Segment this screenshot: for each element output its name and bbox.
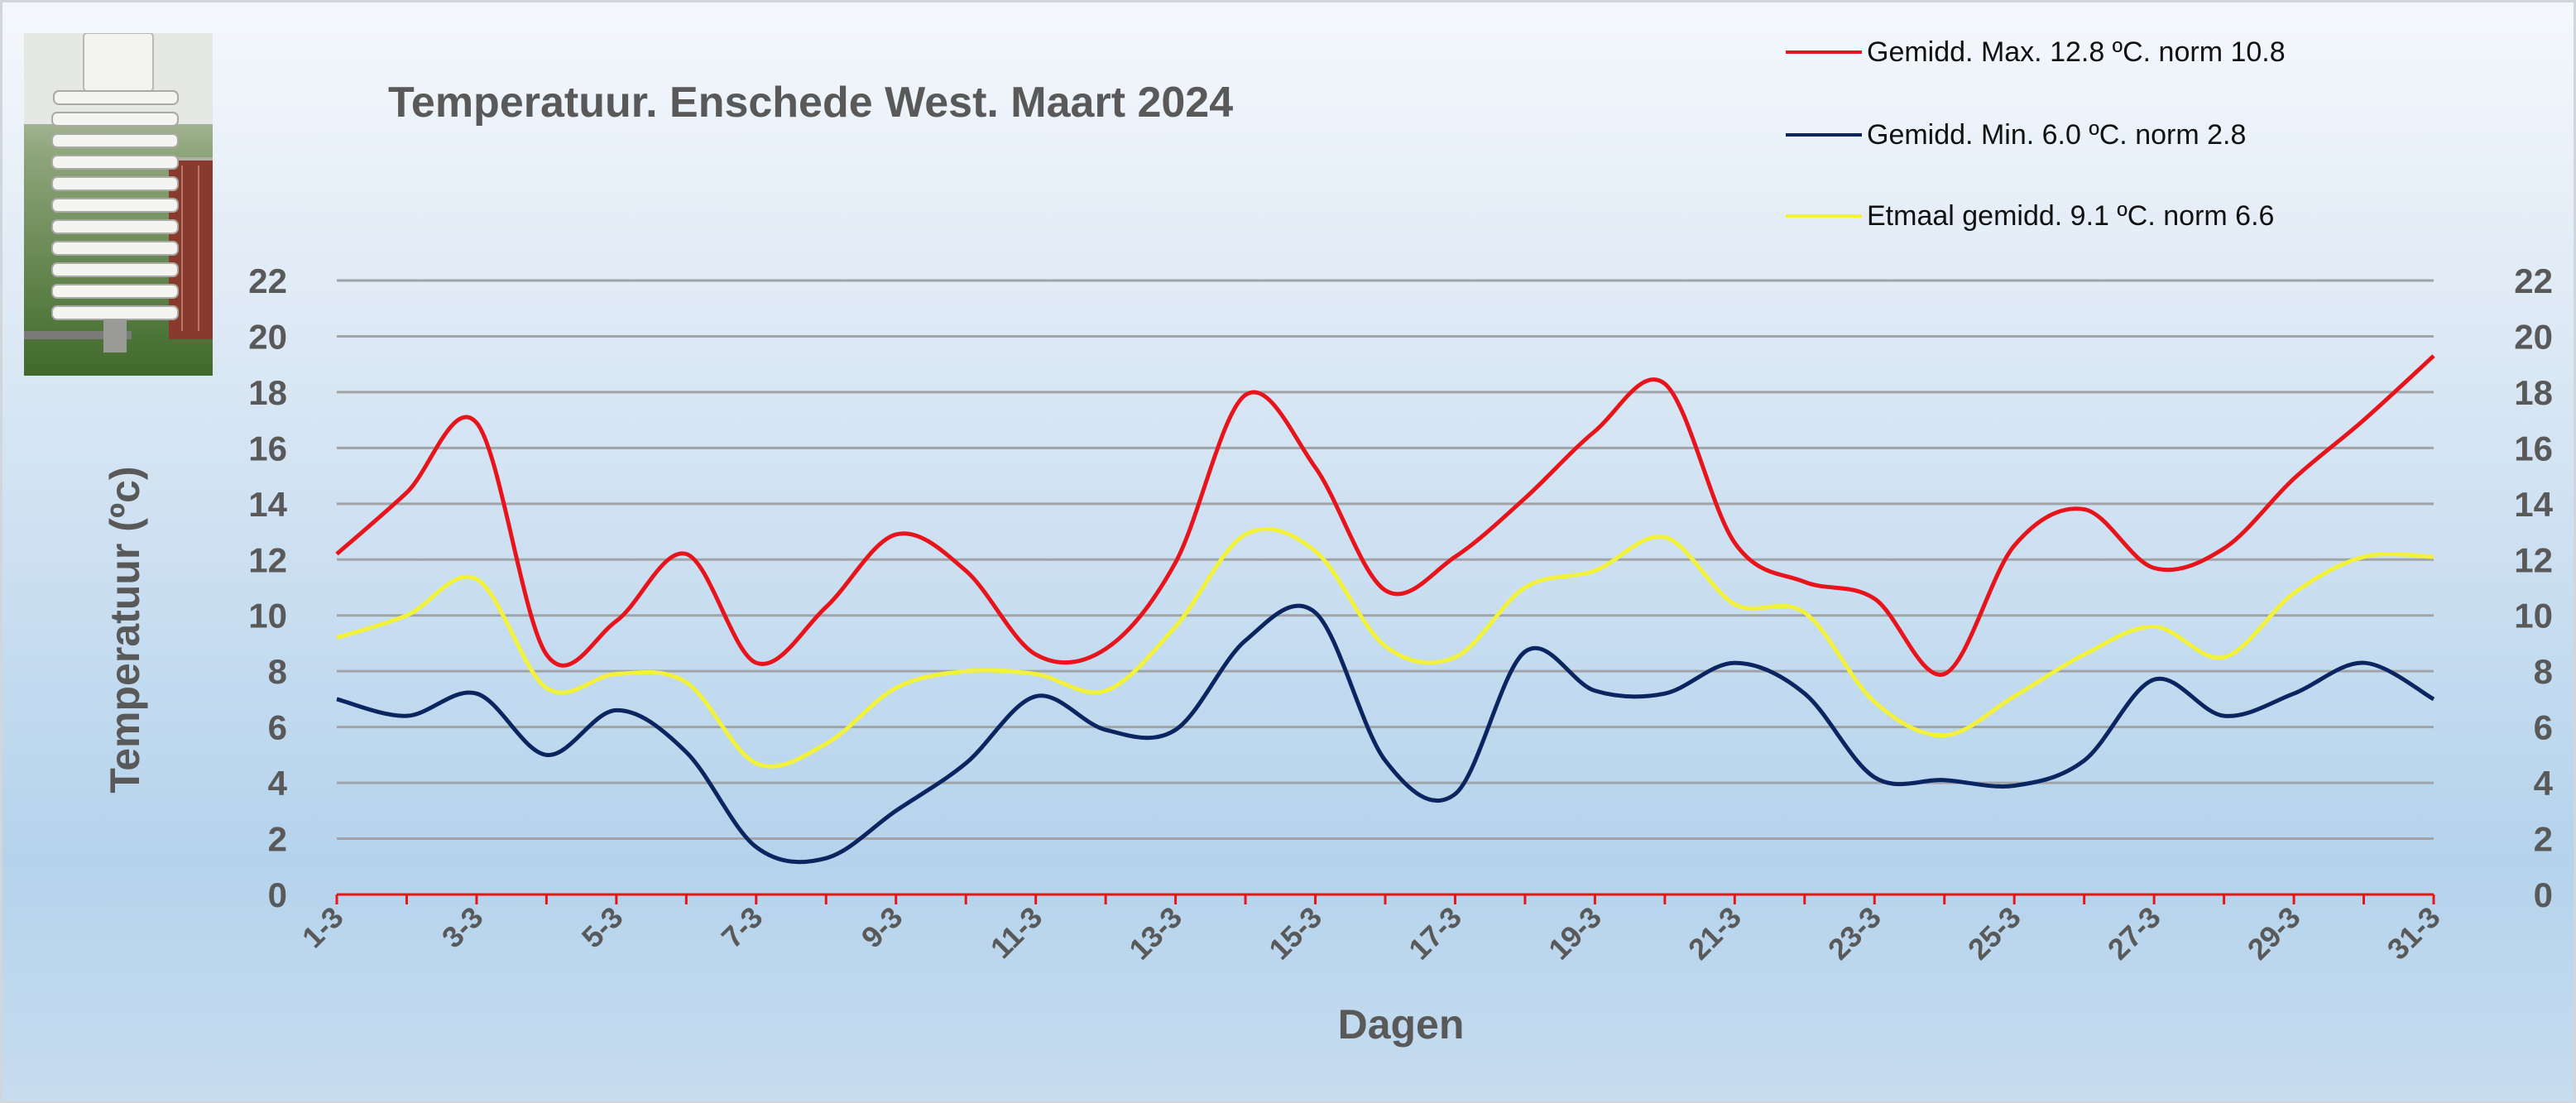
y-tick-label-right: 12 xyxy=(2514,540,2553,579)
y-tick-label-left: 8 xyxy=(268,652,287,691)
y-tick-label-right: 4 xyxy=(2534,764,2554,803)
chart-title: Temperatuur. Enschede West. Maart 2024 xyxy=(388,79,1233,127)
x-tick-label: 21-3 xyxy=(1681,900,1748,966)
y-tick-label-right: 22 xyxy=(2514,261,2553,300)
x-tick-label: 15-3 xyxy=(1262,900,1328,966)
x-tick-label: 29-3 xyxy=(2241,900,2307,966)
y-tick-label-right: 8 xyxy=(2534,652,2553,691)
x-tick-label: 11-3 xyxy=(984,900,1049,966)
y-tick-label-left: 22 xyxy=(248,261,287,300)
weather-station-photo xyxy=(24,33,213,376)
x-axis-ticks: 1-3 3-3 5-3 7-3 9-3 11-3 13-3 15-3 17-3 19-3 21-3 2… xyxy=(295,894,2447,966)
x-tick-label: 9-3 xyxy=(855,900,909,955)
x-tick-label: 27-3 xyxy=(2101,900,2167,966)
y-tick-label-left: 10 xyxy=(248,597,287,635)
y-tick-label-left: 12 xyxy=(248,540,287,579)
x-tick-label: 13-3 xyxy=(1122,900,1188,966)
y-tick-label-left: 14 xyxy=(248,485,287,524)
y-tick-label-right: 18 xyxy=(2514,373,2553,412)
x-tick-label: 31-3 xyxy=(2381,900,2447,966)
x-tick-label: 1-3 xyxy=(295,900,350,955)
series-line-max xyxy=(335,354,2435,677)
gridlines xyxy=(337,279,2434,841)
y-tick-label-right: 0 xyxy=(2534,875,2553,914)
x-tick-label: 23-3 xyxy=(1821,900,1888,966)
y-axis-left-ticks: 0 2 4 6 8 10 12 14 16 18 20 22 xyxy=(248,261,287,914)
x-tick-label: 25-3 xyxy=(1961,900,2027,966)
x-axis-title: Dagen xyxy=(1338,1001,1465,1048)
legend-label-avg: Etmaal gemidd. 9.1 ºC. norm 6.6 xyxy=(1867,200,2274,232)
series-line-min xyxy=(336,603,2435,865)
y-axis-right-ticks: 0 2 4 6 8 10 12 14 16 18 20 22 xyxy=(2514,261,2553,914)
y-tick-label-left: 20 xyxy=(248,317,287,356)
y-tick-label-left: 4 xyxy=(268,764,288,803)
y-tick-label-right: 2 xyxy=(2534,820,2553,859)
radiation-shield-plates xyxy=(51,90,179,320)
series-line-avg xyxy=(336,526,2434,769)
x-tick-label: 7-3 xyxy=(715,900,770,955)
x-tick-label: 3-3 xyxy=(435,900,490,955)
series-lines xyxy=(335,354,2435,865)
y-tick-label-left: 16 xyxy=(248,429,287,468)
y-axis-title: Temperatuur (ºc) xyxy=(102,466,148,793)
legend: Gemidd. Max. 12.8 ºC. norm 10.8 Gemidd. … xyxy=(1786,36,2286,232)
legend-label-min: Gemidd. Min. 6.0 ºC. norm 2.8 xyxy=(1867,119,2246,151)
y-tick-label-left: 18 xyxy=(248,373,287,412)
y-tick-label-left: 2 xyxy=(268,820,287,859)
y-tick-label-right: 20 xyxy=(2514,317,2553,356)
y-tick-label-right: 6 xyxy=(2534,708,2553,747)
y-tick-label-right: 16 xyxy=(2514,429,2553,468)
y-tick-label-left: 6 xyxy=(268,708,287,747)
y-tick-label-right: 10 xyxy=(2514,597,2553,635)
x-tick-label: 5-3 xyxy=(575,900,630,955)
y-tick-label-left: 0 xyxy=(268,875,287,914)
x-tick-label: 17-3 xyxy=(1402,900,1468,966)
x-tick-label: 19-3 xyxy=(1542,900,1608,966)
legend-label-max: Gemidd. Max. 12.8 ºC. norm 10.8 xyxy=(1867,36,2286,68)
y-tick-label-right: 14 xyxy=(2514,485,2553,524)
